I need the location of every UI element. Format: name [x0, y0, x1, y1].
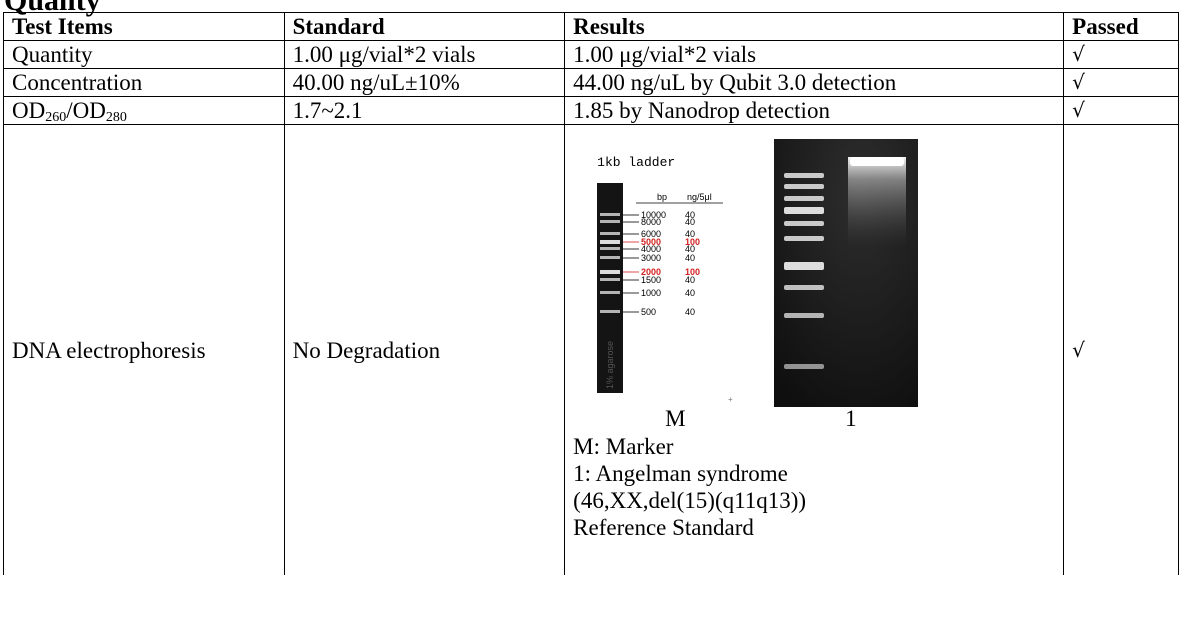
ladder-bp-label: 8000: [641, 217, 661, 227]
ladder-title: 1kb ladder: [597, 155, 676, 170]
cell-test-item: DNA electrophoresis: [3, 124, 285, 575]
ladder-band: [600, 240, 621, 244]
table-row: DNA electrophoresis No Degradation 1kb l…: [3, 124, 1179, 575]
ladder-band: [600, 256, 621, 259]
lane-label-1: 1: [845, 406, 857, 431]
page-heading: Quality: [4, 0, 101, 17]
lane-label-m: M: [665, 406, 686, 431]
ladder-ng-label: 100: [685, 237, 700, 247]
ladder-band: [600, 270, 621, 274]
quality-table: Test Items Standard Results Passed Quant…: [3, 12, 1179, 575]
ladder-bp-label: 10000: [641, 210, 666, 220]
sample-gel-photo: [774, 139, 919, 407]
od-label-2: OD: [72, 98, 106, 123]
ladder-ng-label: 40: [685, 229, 695, 239]
table-row: Quantity 1.00 μg/vial*2 vials 1.00 μg/vi…: [3, 40, 1179, 69]
marker-lane-bands: [784, 173, 825, 369]
ladder-bp-label: 1000: [641, 288, 661, 298]
cell-test-item-od-ratio: OD260/OD280: [3, 96, 285, 125]
stray-mark: +: [728, 395, 733, 404]
sample-lane-1-band: [850, 157, 905, 166]
ladder-bp-label: 4000: [641, 244, 661, 254]
electrophoresis-figure: 1kb ladder bp ng/5μl 10000 40 8000 40 6000 40…: [573, 139, 1063, 431]
ladder-bp-label: 2000: [641, 267, 661, 277]
cell-result: 44.00 ng/uL by Qubit 3.0 detection: [564, 68, 1065, 97]
ladder-bp-label: 500: [641, 307, 656, 317]
cell-result: 1.85 by Nanodrop detection: [564, 96, 1065, 125]
ladder-band: [600, 291, 621, 294]
cell-test-item: Concentration: [3, 68, 285, 97]
ladder-band: [600, 213, 621, 216]
gel-legend: M: Marker 1: Angelman syndrome (46,XX,de…: [573, 433, 903, 541]
od-subscript-260: 260: [45, 110, 67, 125]
cell-test-item: Quantity: [3, 40, 285, 69]
ladder-band: [600, 278, 621, 281]
ladder-bp-label: 5000: [641, 237, 661, 247]
cell-passed-checkmark: √: [1063, 68, 1179, 97]
ladder-ng-label: 40: [685, 210, 695, 220]
ladder-marker-diagram: bp ng/5μl 10000 40 8000 40 6000 40 5000 100 4000…: [597, 183, 733, 404]
ladder-band: [600, 220, 621, 223]
od-separator: /: [66, 98, 73, 123]
ladder-lane: [597, 183, 624, 393]
ladder-column-ng: ng/5μl: [687, 192, 712, 202]
ladder-bp-label: 3000: [641, 253, 661, 263]
header-test-items: Test Items: [3, 12, 285, 41]
ladder-ng-label: 40: [685, 217, 695, 227]
ladder-ng-label: 100: [685, 267, 700, 277]
cell-passed-checkmark: √: [1063, 40, 1179, 69]
header-passed: Passed: [1063, 12, 1179, 41]
ladder-band: [600, 232, 621, 235]
cell-standard: 1.00 μg/vial*2 vials: [283, 40, 566, 69]
ladder-ng-label: 40: [685, 307, 695, 317]
cell-passed-checkmark: √: [1063, 96, 1179, 125]
legend-line-marker: M: Marker: [573, 434, 674, 459]
cell-passed-checkmark: √: [1063, 124, 1179, 575]
table-header-row: Test Items Standard Results Passed: [3, 12, 1179, 41]
table-row: Concentration 40.00 ng/uL±10% 44.00 ng/u…: [3, 68, 1179, 97]
ladder-ng-label: 40: [685, 253, 695, 263]
cell-standard: 1.7~2.1: [283, 96, 566, 125]
ladder-bp-label: 1500: [641, 275, 661, 285]
cell-result: 1.00 μg/vial*2 vials: [564, 40, 1065, 69]
header-standard: Standard: [283, 12, 566, 41]
cell-result-electrophoresis: 1kb ladder bp ng/5μl 10000 40 8000 40 6000 40…: [564, 124, 1065, 575]
ladder-band: [600, 310, 621, 313]
ladder-bands: 10000 40 8000 40 6000 40 5000 100 4000 40 3000 40 20…: [600, 210, 700, 317]
ladder-band: [600, 247, 621, 250]
legend-line-sample: 1: Angelman syndrome (46,XX,del(15)(q11q…: [573, 461, 807, 540]
od-subscript-280: 280: [105, 110, 127, 125]
cell-standard: No Degradation: [283, 124, 566, 575]
ladder-ng-label: 40: [685, 244, 695, 254]
ladder-bp-label: 6000: [641, 229, 661, 239]
od-label-1: OD: [12, 98, 46, 123]
sample-lane-1-smear: [848, 157, 907, 247]
ladder-ng-label: 40: [685, 275, 695, 285]
ladder-column-bp: bp: [657, 192, 667, 202]
table-row: OD260/OD280 1.7~2.1 1.85 by Nanodrop det…: [3, 96, 1179, 125]
header-results: Results: [564, 12, 1065, 41]
lane-labels: M 1: [573, 407, 1063, 431]
cell-standard: 40.00 ng/uL±10%: [283, 68, 566, 97]
agarose-label: 1% agarose: [605, 341, 615, 389]
ladder-ng-label: 40: [685, 288, 695, 298]
